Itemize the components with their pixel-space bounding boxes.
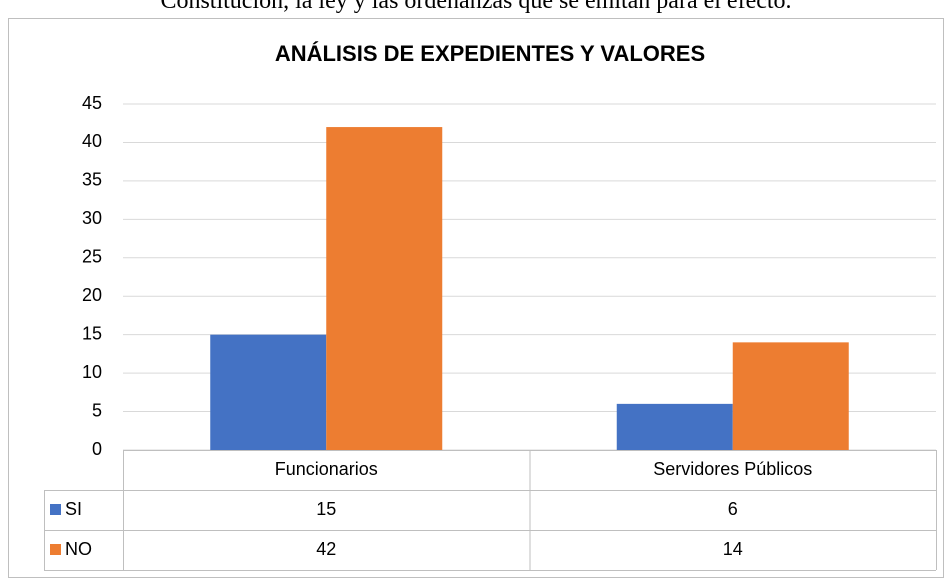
- legend-key: [50, 544, 61, 555]
- legend-key: [50, 504, 61, 515]
- bar: [210, 334, 327, 450]
- y-tick-label: 40: [82, 131, 102, 151]
- table-value: 6: [728, 499, 738, 519]
- chart-title: ANÁLISIS DE EXPEDIENTES Y VALORES: [275, 41, 705, 66]
- legend-label: NO: [65, 539, 92, 559]
- y-tick-label: 20: [82, 285, 102, 305]
- bar: [732, 342, 849, 450]
- y-tick-label: 5: [92, 400, 102, 420]
- y-tick-label: 35: [82, 170, 102, 190]
- table-value: 42: [316, 539, 336, 559]
- y-tick-label: 0: [92, 439, 102, 459]
- chart-border: [8, 18, 944, 578]
- x-tick-label: Funcionarios: [275, 459, 378, 479]
- legend-label: SI: [65, 499, 82, 519]
- table-value: 14: [723, 539, 743, 559]
- y-tick-label: 45: [82, 93, 102, 113]
- y-tick-label: 10: [82, 362, 102, 382]
- y-tick-label: 15: [82, 323, 102, 343]
- bar: [616, 403, 733, 450]
- table-value: 15: [316, 499, 336, 519]
- y-tick-label: 30: [82, 208, 102, 228]
- caption-above: Constitución, la ley y las ordenanzas qu…: [160, 0, 791, 14]
- y-tick-label: 25: [82, 247, 102, 267]
- bar: [326, 127, 443, 451]
- x-tick-label: Servidores Públicos: [653, 459, 812, 479]
